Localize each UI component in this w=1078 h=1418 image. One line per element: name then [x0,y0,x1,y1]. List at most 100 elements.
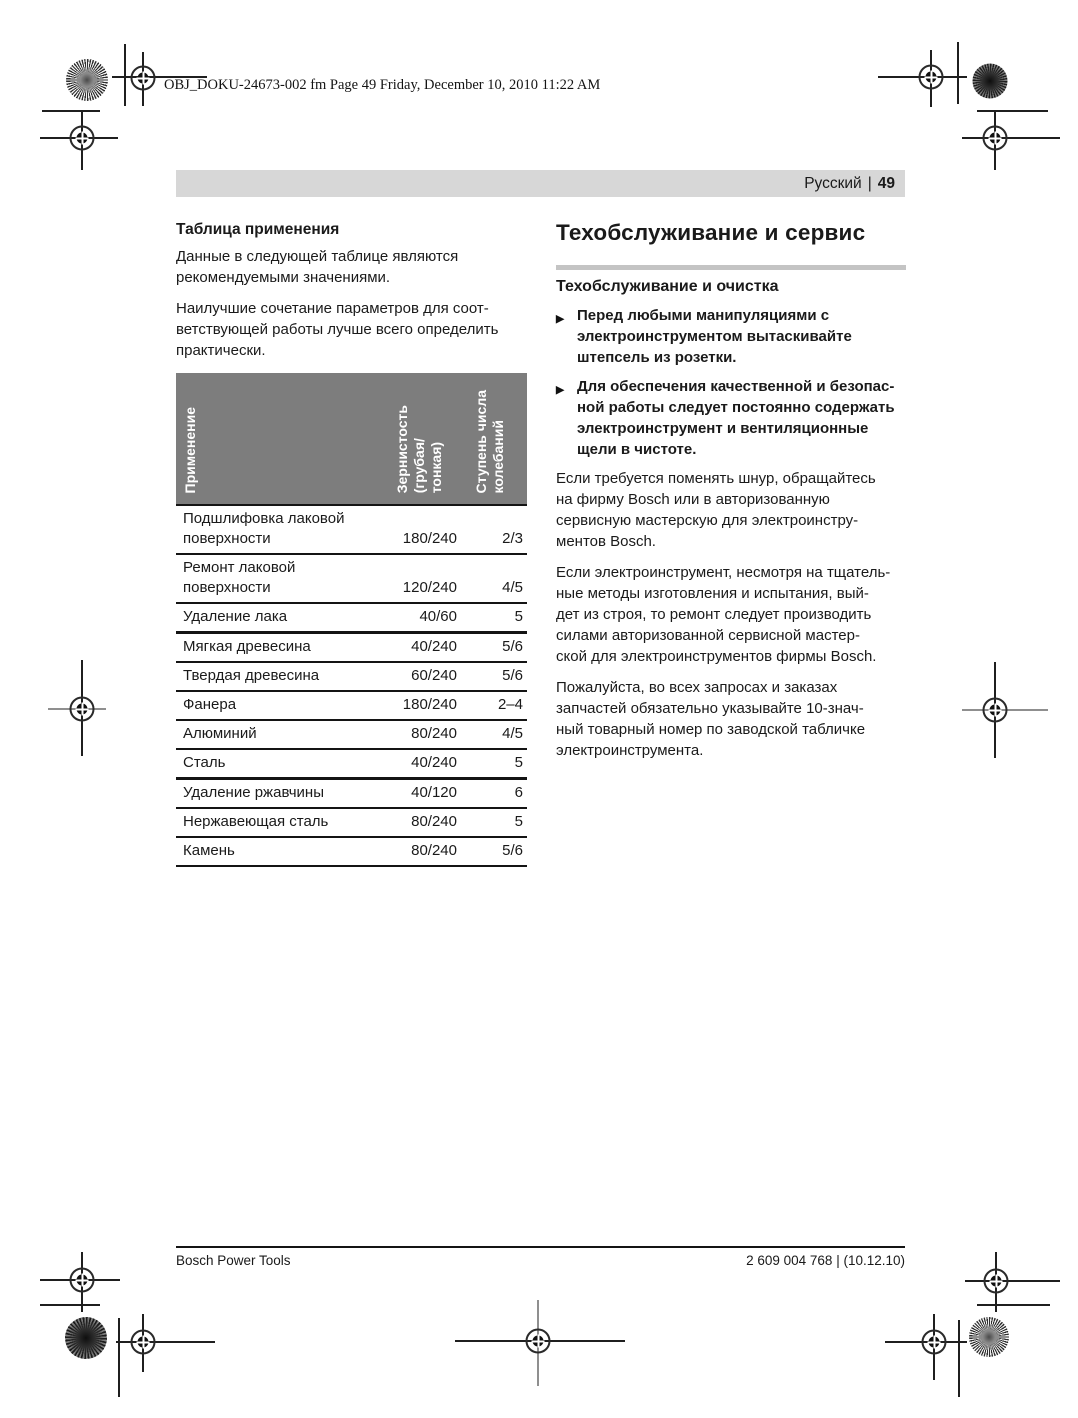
footer-divider [176,1246,905,1248]
table-cell: Сталь [176,748,388,779]
paragraph: Если электроинструмент, несмотря на тщат… [556,564,891,665]
left-column: Таблица применения Данные в следующей та… [176,221,527,867]
page-footer: Bosch Power Tools 2 609 004 768 | (10.12… [176,1253,905,1268]
bullet-triangle-icon: ▶ [556,384,565,396]
table-row: Мягкая древесина 40/240 5/6 [176,631,527,662]
crosshair-mark-icon [982,125,1008,151]
table-cell: 5/6 [467,661,527,691]
table-row: Удаление ржавчины 40/120 6 [176,777,527,808]
crosshair-mark-icon [69,125,95,151]
table-row: Твердая древесина 60/240 5/6 [176,661,527,691]
table-row: Фанера 180/240 2–4 [176,690,527,720]
crosshair-arm-line [965,1280,1060,1282]
crosshair-mark-icon [130,65,156,91]
crosshair-mark-icon [525,1328,551,1354]
crosshair-mark-icon [69,696,95,722]
section-heading-maintenance: Техобслуживание и очистка [556,278,779,295]
column-header-stage: Ступень числа колебаний [467,373,527,505]
table-cell: 80/240 [388,807,467,837]
crosshair-center-icon [137,72,149,84]
trim-mark-line [42,110,100,112]
section-divider [556,265,906,270]
crosshair-center-icon [76,132,88,144]
page-number: 49 [877,174,895,192]
table-cell: 4/5 [467,553,527,603]
fold-mark-line [118,1318,120,1397]
column-header-application: Применение [176,373,388,505]
table-cell: Фанера [176,690,388,720]
table-cell: Твердая древесина [176,661,388,691]
table-cell: Алюминий [176,719,388,749]
warning-text: Перед любыми манипуляциями с электроинст… [577,307,852,366]
starburst-mark-icon [972,63,1008,99]
separator: | [867,174,872,192]
bullet-triangle-icon: ▶ [556,313,565,325]
table-cell: 2–4 [467,690,527,720]
fold-mark-line [124,44,126,106]
crosshair-arm-line [962,137,1060,139]
table-cell: 5/6 [467,836,527,866]
footer-brand: Bosch Power Tools [176,1253,291,1268]
table-header-row: Применение Зернистость (грубая/ тонкая) … [176,373,527,505]
paragraph: Если требуется поменять шнур, обращайтес… [556,470,876,550]
table-row: Удаление лака 40/60 5 [176,602,527,633]
crosshair-center-icon [989,704,1001,716]
starburst-mark-icon [969,1317,1009,1357]
table-cell: 180/240 [388,690,467,720]
table-cell: 80/240 [388,836,467,866]
paragraph: Наилучшие сочетание параметров для соот-… [176,300,499,359]
table-cell: 4/5 [467,719,527,749]
column-header-grit: Зернистость (грубая/ тонкая) [388,373,467,505]
crosshair-mark-icon [983,1268,1009,1294]
warning-bullet: ▶ Перед любыми манипуляциями с электроин… [556,305,906,368]
application-table: Применение Зернистость (грубая/ тонкая) … [176,373,527,867]
table-row: Нержавеющая сталь 80/240 5 [176,807,527,837]
starburst-mark-icon [66,59,108,101]
crosshair-arm-line [116,1341,215,1343]
table-cell: 5 [467,602,527,633]
table-cell: 40/240 [388,631,467,662]
crosshair-arm-line [112,76,207,78]
warning-bullet: ▶ Для обеспечения качественной и безопас… [556,376,906,460]
crosshair-mark-icon [69,1267,95,1293]
table-cell: Мягкая древесина [176,631,388,662]
crosshair-center-icon [925,71,937,83]
table-cell: 5 [467,807,527,837]
section-heading-table: Таблица применения [176,221,340,238]
footer-document-number: 2 609 004 768 | (10.12.10) [746,1253,905,1268]
table-row: Подшлифовка лаковой поверхности 180/240 2/… [176,504,527,554]
table-cell: 80/240 [388,719,467,749]
table-cell: 40/120 [388,777,467,808]
table-cell: 180/240 [388,504,467,554]
table-cell: Удаление лака [176,602,388,633]
crosshair-center-icon [928,1336,940,1348]
trim-mark-line [977,110,1048,112]
right-column: Техобслуживание и сервис Техобслуживание… [556,220,906,771]
crosshair-center-icon [76,703,88,715]
table-cell: 5 [467,748,527,779]
table-row: Алюминий 80/240 4/5 [176,719,527,749]
paragraph: Данные в следующей таблице являются реко… [176,248,459,286]
crosshair-mark-icon [982,697,1008,723]
table-cell: Камень [176,836,388,866]
table-row: Камень 80/240 5/6 [176,836,527,866]
table-row: Ремонт лаковой поверхности 120/240 4/5 [176,553,527,603]
crosshair-mark-icon [921,1329,947,1355]
table-cell: Удаление ржавчины [176,777,388,808]
crosshair-mark-icon [130,1329,156,1355]
table-cell: Нержавеющая сталь [176,807,388,837]
paragraph: Пожалуйста, во всех запросах и заказах з… [556,679,866,759]
trim-mark-line [977,1304,1050,1306]
trim-mark-line [40,1304,100,1306]
application-table-body: Подшлифовка лаковой поверхности 180/240 2/… [176,504,527,866]
chapter-heading: Техобслуживание и сервис [556,220,866,245]
crosshair-mark-icon [918,64,944,90]
print-job-header: OBJ_DOKU-24673-002 fm Page 49 Friday, De… [164,77,601,93]
table-cell: 2/3 [467,504,527,554]
table-cell: Ремонт лаковой поверхности [176,553,388,603]
crosshair-center-icon [137,1336,149,1348]
table-cell: 5/6 [467,631,527,662]
crosshair-center-icon [990,1275,1002,1287]
table-cell: 6 [467,777,527,808]
